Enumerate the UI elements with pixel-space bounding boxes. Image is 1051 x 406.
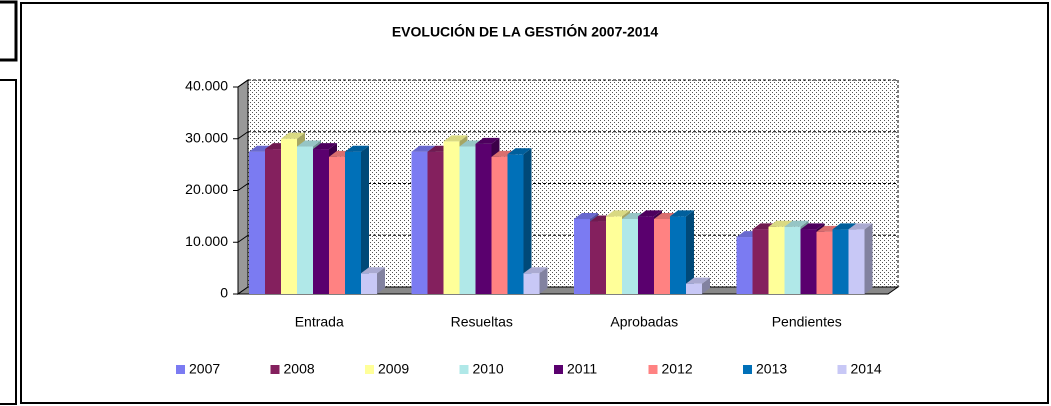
bar-face: [523, 273, 540, 294]
y-tick-label: 40.000: [185, 78, 228, 94]
y-tick-label: 10.000: [185, 233, 228, 249]
grid-line: [237, 131, 249, 140]
bar-face: [313, 149, 329, 294]
bar-face: [686, 277, 710, 284]
bar-face: [816, 231, 833, 294]
legend-swatch: [459, 365, 469, 374]
bar: [848, 223, 873, 294]
bar-face: [638, 216, 654, 294]
y-tick-label: 30.000: [185, 129, 228, 145]
side-frame: [0, 0, 18, 62]
bar-face: [329, 156, 345, 294]
bar-face: [523, 148, 532, 294]
bar-face: [622, 218, 638, 294]
bar-face: [361, 273, 377, 294]
legend-label: 2010: [473, 361, 504, 377]
bar-face: [574, 212, 598, 219]
legend-label: 2009: [378, 361, 409, 377]
legend-swatch: [365, 365, 374, 374]
bar-face: [281, 138, 297, 294]
bar-face: [686, 283, 702, 294]
bar-face: [475, 137, 500, 144]
bar-face: [784, 220, 809, 227]
bar-face: [670, 210, 694, 217]
bar-face: [361, 267, 385, 274]
x-tick-label: Pendientes: [772, 314, 842, 330]
bar-face: [523, 267, 548, 274]
x-tick-label: Aprobadas: [610, 314, 678, 330]
bar-face: [459, 146, 476, 294]
bar-face: [265, 149, 281, 294]
legend-swatch: [176, 365, 185, 374]
bar-face: [377, 267, 385, 294]
bar-face: [752, 229, 769, 294]
grid-line: [237, 234, 249, 243]
bar-face: [800, 229, 817, 294]
bar-face: [475, 143, 492, 294]
bar: [361, 267, 385, 294]
grid-line: [237, 183, 249, 191]
legend-swatch: [270, 365, 280, 374]
legend-swatch: [837, 365, 847, 374]
legend-swatch: [648, 365, 658, 374]
bar-face: [297, 140, 321, 147]
bar-face: [638, 210, 662, 217]
legend-label: 2008: [284, 361, 315, 377]
bar-face: [427, 151, 444, 294]
bar-face: [507, 154, 524, 294]
bar-face: [345, 151, 361, 294]
bar-face: [491, 156, 508, 294]
bar-face: [606, 210, 630, 217]
bar-face: [574, 218, 590, 294]
bar-face: [768, 226, 785, 294]
bar: [686, 277, 710, 294]
bar-face: [606, 216, 622, 294]
legend-label: 2014: [851, 361, 882, 377]
bar-face: [507, 148, 532, 155]
bar-face: [848, 223, 873, 230]
bar-face: [249, 151, 265, 294]
side-frame: [0, 79, 17, 405]
x-tick-label: Resueltas: [451, 314, 513, 330]
bar: [345, 145, 369, 294]
bar-face: [736, 237, 753, 294]
bar-face: [864, 223, 873, 294]
legend-label: 2013: [756, 361, 787, 377]
bar-face: [361, 145, 369, 294]
bar-face: [670, 216, 686, 294]
y-tick-label: 0: [220, 285, 228, 301]
y-tick-label: 20.000: [185, 181, 228, 197]
legend-label: 2011: [567, 361, 597, 377]
chart-title: EVOLUCIÓN DE LA GESTIÓN 2007-2014: [392, 23, 659, 40]
legend-label: 2012: [662, 361, 693, 377]
legend-label: 2007: [189, 361, 220, 377]
x-tick-label: Entrada: [295, 314, 344, 330]
bar: [670, 210, 694, 294]
bar-face: [832, 229, 849, 294]
bar-face: [443, 135, 468, 142]
bar: [523, 267, 548, 294]
bar-face: [313, 143, 337, 150]
bar-face: [345, 145, 369, 152]
bar-face: [702, 277, 710, 294]
legend-swatch: [554, 365, 563, 374]
bar-face: [800, 223, 825, 230]
bar-face: [281, 132, 305, 139]
bar-face: [443, 141, 460, 294]
bar-face: [297, 146, 313, 294]
legend-swatch: [743, 365, 752, 374]
bar-face: [848, 229, 865, 294]
bar-face: [784, 226, 801, 294]
bar-face: [539, 267, 548, 294]
bar-face: [590, 221, 606, 294]
bar-face: [411, 151, 428, 294]
bar: [507, 148, 532, 294]
bar-face: [654, 218, 670, 294]
grid-line: [237, 79, 249, 88]
bar-face: [686, 210, 694, 294]
